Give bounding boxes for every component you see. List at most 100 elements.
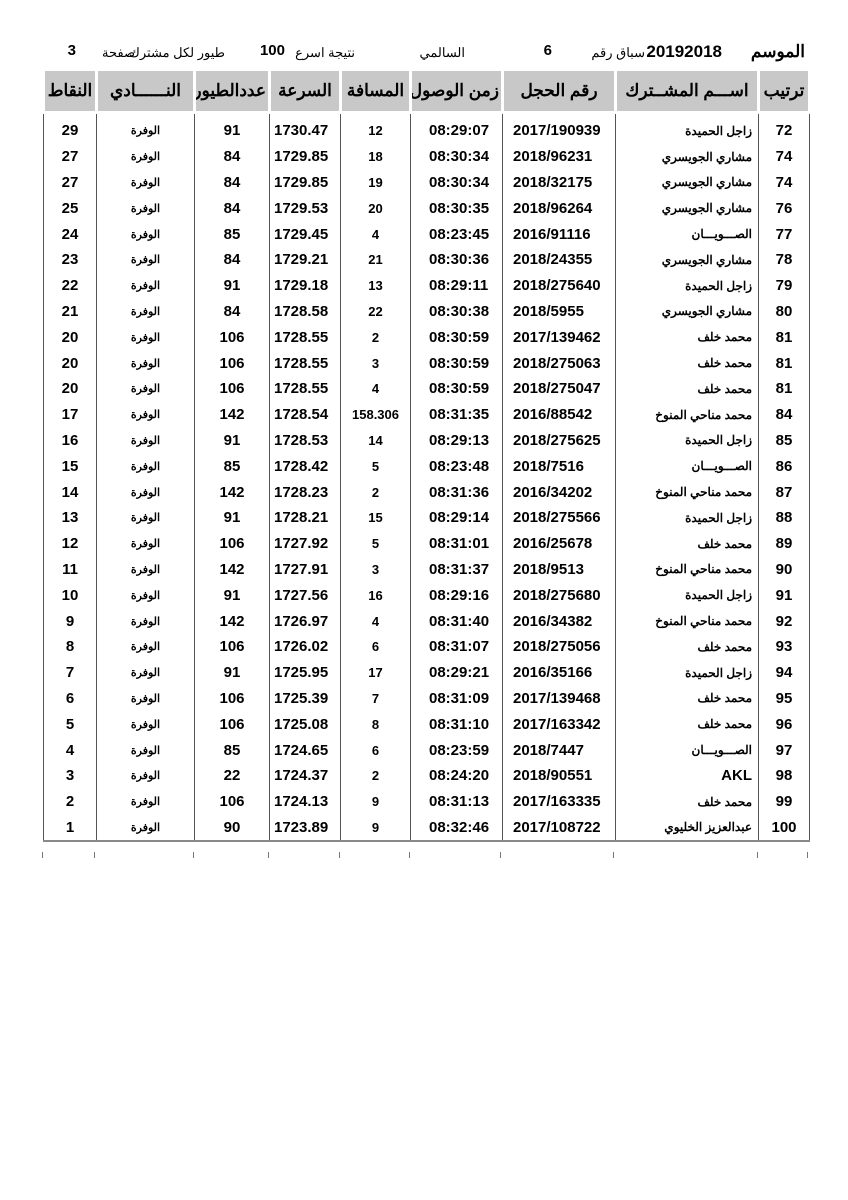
header-row: ترتيب اســـم المشــترك رقم الحجل زمن الو… [42,68,811,114]
cell-dist: 13 [340,272,411,299]
cell-name: زاجل الحميدة [615,112,759,144]
cell-dist: 19 [340,169,411,196]
cell-dist: 3 [340,350,411,376]
cell-club: الوفرة [96,453,195,480]
column-tick-mark [757,852,758,858]
cell-time: 08:31:10 [410,711,503,738]
cell-dist: 6 [340,633,411,660]
cell-time: 08:31:13 [410,788,503,815]
cell-points: 12 [43,530,97,557]
cell-dist: 12 [340,112,411,144]
cell-rank: 84 [758,401,810,428]
cell-dist: 7 [340,685,411,712]
cell-club: الوفرة [96,608,195,634]
cell-points: 23 [43,246,97,273]
cell-rank: 93 [758,633,810,660]
cell-name: زاجل الحميدة [615,427,759,454]
cell-club: الوفرة [96,427,195,454]
cell-count: 142 [194,556,270,583]
cell-points: 29 [43,112,97,144]
results-table: ترتيب اســـم المشــترك رقم الحجل زمن الو… [42,68,811,843]
cell-speed: 1726.02 [269,633,341,660]
table-row: 93 محمد خلف 2018/275056 08:31:07 6 1726.02 106… [43,633,810,660]
cell-dist: 22 [340,298,411,325]
table-row: 92 محمد مناحي المنوخ 2016/34382 08:31:40 4 17… [43,608,810,634]
cell-dist: 158.306 [340,401,411,428]
cell-points: 27 [43,169,97,196]
cell-points: 2 [43,788,97,815]
cell-rank: 99 [758,788,810,815]
cell-time: 08:30:59 [410,350,503,376]
cell-points: 15 [43,453,97,480]
cell-ring: 2017/163335 [502,788,616,815]
cell-count: 91 [194,427,270,454]
col-distance: المسافة [339,68,412,114]
cell-speed: 1725.08 [269,711,341,738]
cell-points: 16 [43,427,97,454]
cell-points: 14 [43,479,97,505]
table-row: 95 محمد خلف 2017/139468 08:31:09 7 1725.39 106… [43,685,810,712]
cell-time: 08:29:21 [410,659,503,686]
cell-time: 08:24:20 [410,762,503,789]
cell-count: 85 [194,737,270,763]
cell-points: 20 [43,324,97,351]
table-row: 88 زاجل الحميدة 2018/275566 08:29:14 15 1728.… [43,504,810,531]
cell-speed: 1728.54 [269,401,341,428]
cell-time: 08:23:59 [410,737,503,763]
cell-points: 17 [43,401,97,428]
cell-count: 91 [194,504,270,531]
cell-time: 08:31:40 [410,608,503,634]
cell-count: 91 [194,659,270,686]
col-points: النقاط [42,68,98,114]
table-row: 79 زاجل الحميدة 2018/275640 08:29:11 13 1729.… [43,272,810,299]
cell-count: 106 [194,350,270,376]
cell-speed: 1728.23 [269,479,341,505]
cell-club: الوفرة [96,112,195,144]
cell-speed: 1728.55 [269,350,341,376]
cell-club: الوفرة [96,246,195,273]
cell-speed: 1723.89 [269,814,341,843]
table-row: 80 مشاري الجويسري 2018/5955 08:30:38 22 1728.… [43,298,810,325]
cell-name: محمد مناحي المنوخ [615,556,759,583]
cell-ring: 2017/163342 [502,711,616,738]
cell-speed: 1728.55 [269,324,341,351]
cell-rank: 85 [758,427,810,454]
cell-name: مشاري الجويسري [615,169,759,196]
cell-rank: 97 [758,737,810,763]
cell-rank: 94 [758,659,810,686]
cell-rank: 78 [758,246,810,273]
cell-speed: 1727.92 [269,530,341,557]
table-row: 97 الصـــويـــان 2018/7447 08:23:59 6 1724.65… [43,737,810,763]
cell-ring: 2017/139462 [502,324,616,351]
cell-count: 90 [194,814,270,843]
cell-count: 106 [194,530,270,557]
cell-points: 24 [43,221,97,247]
table-row: 94 زاجل الحميدة 2016/35166 08:29:21 17 1725.9… [43,659,810,686]
cell-speed: 1729.45 [269,221,341,247]
cell-ring: 2017/108722 [502,814,616,843]
cell-dist: 16 [340,582,411,609]
cell-dist: 2 [340,479,411,505]
cell-club: الوفرة [96,324,195,351]
cell-rank: 77 [758,221,810,247]
cell-count: 106 [194,788,270,815]
cell-time: 08:29:14 [410,504,503,531]
cell-club: الوفرة [96,814,195,843]
column-tick-mark [613,852,614,858]
column-tick-mark [339,852,340,858]
cell-points: 11 [43,556,97,583]
cell-club: الوفرة [96,298,195,325]
table-row: 74 مشاري الجويسري 2018/96231 08:30:34 18 1729… [43,143,810,170]
cell-points: 21 [43,298,97,325]
cell-speed: 1724.37 [269,762,341,789]
result-count: 100 [259,42,285,59]
cell-rank: 88 [758,504,810,531]
cell-points: 20 [43,375,97,402]
cell-dist: 5 [340,453,411,480]
cell-club: الوفرة [96,195,195,222]
cell-club: الوفرة [96,401,195,428]
cell-name: الصـــويـــان [615,737,759,763]
cell-ring: 2017/139468 [502,685,616,712]
cell-time: 08:30:36 [410,246,503,273]
cell-points: 25 [43,195,97,222]
